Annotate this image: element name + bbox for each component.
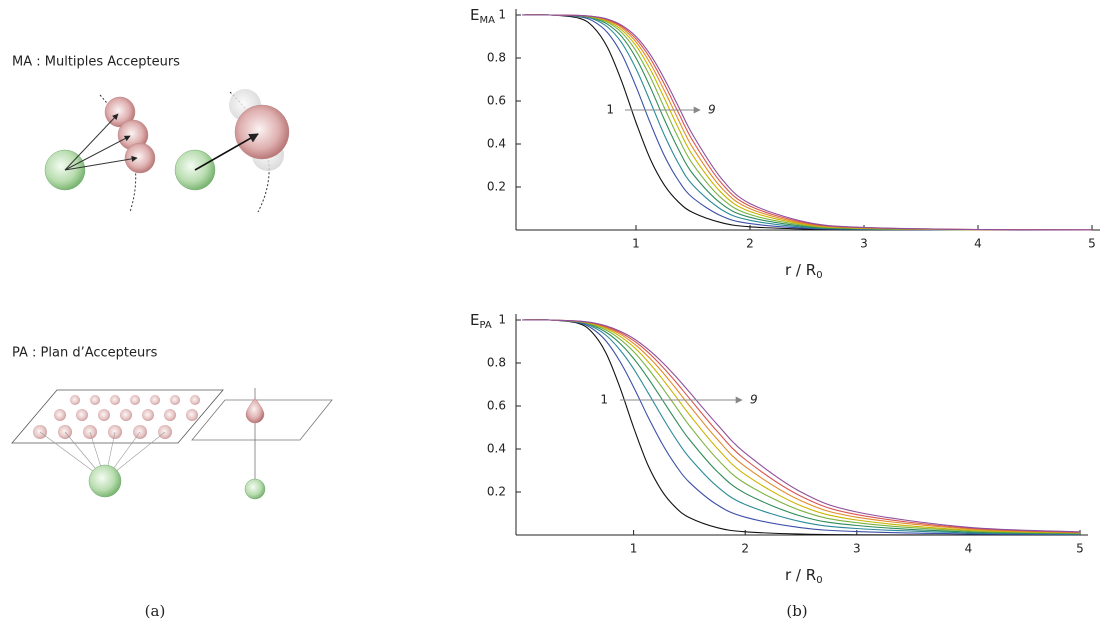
panel-label: (b) (786, 602, 807, 620)
annotation: 9 (708, 103, 716, 117)
y-tick-label: 0.4 (487, 137, 506, 151)
y-tick-label: 1 (498, 313, 506, 327)
panel-label: (a) (145, 602, 166, 620)
y-tick-label: 0.4 (487, 442, 506, 456)
ma-diagram (44, 89, 290, 213)
y-tick-label: 1 (498, 8, 506, 22)
y-tick-label: 0.2 (487, 180, 506, 194)
x-tick-label: 3 (853, 542, 861, 556)
y-label-main: E (470, 6, 479, 24)
line-series (521, 14, 1093, 231)
line-series (521, 319, 1081, 535)
annotation: 1 (600, 393, 608, 407)
pa-diagram (11, 388, 333, 500)
x-tick-label: 5 (1088, 237, 1096, 251)
y-tick-label: 0.2 (487, 485, 506, 499)
x-axis-label: r / R0 (785, 261, 823, 282)
pa-title: PA : Plan d’Accepteurs (12, 346, 158, 361)
y-tick-label: 0.6 (487, 399, 506, 413)
x-label-main: r / R (785, 566, 816, 584)
x-tick-label: 4 (974, 237, 982, 251)
ma-title: MA : Multiples Accepteurs (12, 55, 180, 70)
x-tick-label: 2 (746, 237, 754, 251)
y-label-sub: MA (479, 15, 495, 26)
y-axis-label: EMA (470, 6, 495, 27)
y-axis-label: EPA (470, 311, 492, 332)
y-tick-label: 0.6 (487, 94, 506, 108)
x-label-sub: 0 (816, 575, 822, 586)
x-tick-label: 1 (632, 237, 640, 251)
x-tick-label: 4 (965, 542, 973, 556)
x-label-main: r / R (785, 261, 816, 279)
x-tick-label: 2 (741, 542, 749, 556)
x-tick-label: 1 (630, 542, 638, 556)
line-series (521, 319, 1081, 534)
x-tick-label: 5 (1076, 542, 1084, 556)
line-series (521, 319, 1081, 533)
line-series (521, 319, 1081, 536)
line-series (521, 14, 1092, 231)
line-series (521, 319, 1080, 536)
y-tick-label: 0.8 (487, 356, 506, 370)
x-axis-label: r / R0 (785, 566, 823, 587)
y-tick-label: 0.8 (487, 51, 506, 65)
line-series (521, 319, 1081, 535)
annotation: 1 (606, 103, 614, 117)
x-tick-label: 3 (860, 237, 868, 251)
x-label-sub: 0 (816, 270, 822, 281)
y-label-main: E (470, 311, 479, 329)
annotation: 9 (750, 393, 758, 407)
y-label-sub: PA (479, 320, 491, 331)
